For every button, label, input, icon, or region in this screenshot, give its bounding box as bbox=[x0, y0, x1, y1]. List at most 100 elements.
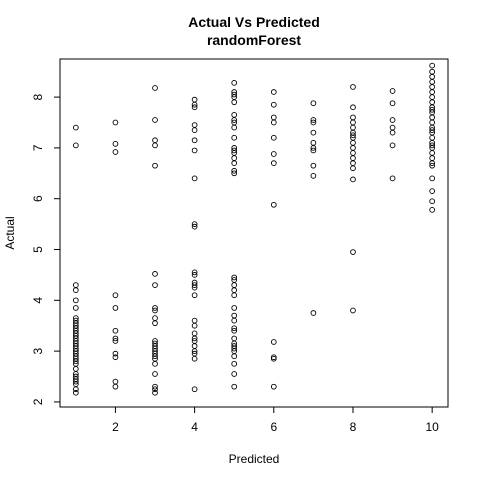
data-point bbox=[72, 297, 79, 304]
data-point bbox=[350, 155, 356, 161]
data-point bbox=[429, 198, 436, 205]
data-point bbox=[152, 305, 158, 311]
data-point bbox=[231, 112, 238, 118]
data-point bbox=[270, 151, 277, 157]
data-point bbox=[429, 150, 436, 156]
data-point bbox=[429, 160, 436, 166]
y-tick-label: 3 bbox=[31, 347, 45, 354]
data-point bbox=[72, 389, 79, 396]
data-point bbox=[191, 292, 198, 299]
data-point bbox=[112, 383, 119, 390]
data-point bbox=[152, 371, 158, 377]
data-point bbox=[112, 350, 119, 357]
data-point bbox=[191, 175, 198, 182]
x-tick-label: 2 bbox=[112, 420, 119, 434]
data-point bbox=[429, 99, 436, 106]
data-point bbox=[152, 282, 158, 288]
data-point bbox=[191, 101, 198, 108]
data-point bbox=[231, 287, 238, 294]
x-axis: 2 4 6 8 10 bbox=[112, 407, 439, 434]
data-point bbox=[429, 134, 436, 141]
data-point bbox=[112, 338, 119, 344]
plot-area-frame bbox=[59, 58, 449, 408]
data-point bbox=[270, 101, 277, 108]
data-point bbox=[112, 335, 119, 342]
data-point bbox=[231, 353, 238, 360]
data-point bbox=[429, 127, 436, 133]
y-tick-label: 5 bbox=[31, 246, 45, 253]
data-point bbox=[231, 117, 238, 123]
data-point bbox=[350, 84, 356, 90]
data-point bbox=[429, 188, 436, 194]
chart-subtitle: randomForest bbox=[207, 32, 301, 48]
data-point bbox=[429, 155, 436, 161]
data-point bbox=[429, 73, 436, 80]
data-point bbox=[152, 117, 158, 123]
data-point bbox=[72, 142, 79, 149]
y-tick-label: 2 bbox=[31, 398, 45, 405]
x-tick-label: 8 bbox=[350, 420, 357, 434]
data-point bbox=[389, 129, 396, 136]
data-point bbox=[191, 96, 198, 103]
data-point bbox=[231, 147, 238, 154]
data-point bbox=[152, 271, 158, 277]
data-point bbox=[191, 137, 198, 144]
data-point bbox=[350, 132, 356, 139]
x-axis-label: Predicted bbox=[229, 452, 280, 466]
data-point bbox=[152, 389, 158, 396]
data-point bbox=[231, 371, 238, 377]
data-point bbox=[429, 106, 436, 113]
data-point bbox=[72, 366, 79, 372]
data-point bbox=[152, 353, 158, 360]
data-point bbox=[191, 127, 198, 133]
data-point bbox=[152, 142, 158, 149]
data-point bbox=[389, 124, 396, 131]
data-point bbox=[231, 91, 238, 98]
data-point bbox=[231, 327, 238, 334]
data-point bbox=[310, 147, 317, 154]
data-point bbox=[429, 162, 436, 169]
data-point bbox=[270, 160, 277, 166]
data-point bbox=[191, 348, 198, 354]
data-point bbox=[429, 62, 436, 69]
data-points bbox=[72, 62, 436, 396]
data-point bbox=[152, 383, 158, 390]
data-point bbox=[191, 223, 198, 230]
data-point bbox=[231, 345, 238, 352]
y-axis-label: Actual bbox=[3, 216, 17, 249]
data-point bbox=[231, 335, 238, 342]
data-point bbox=[231, 325, 238, 332]
data-point bbox=[350, 139, 356, 146]
data-point bbox=[191, 386, 198, 393]
data-point bbox=[429, 89, 436, 95]
data-point bbox=[389, 100, 396, 107]
data-point bbox=[72, 282, 79, 288]
data-point bbox=[270, 339, 277, 345]
data-point bbox=[270, 89, 277, 95]
data-point bbox=[350, 176, 356, 183]
data-point bbox=[72, 287, 79, 294]
data-point bbox=[191, 317, 198, 324]
data-point bbox=[112, 378, 119, 385]
data-point bbox=[310, 172, 317, 179]
data-point bbox=[389, 117, 396, 123]
data-point bbox=[310, 139, 317, 146]
data-point bbox=[310, 145, 317, 151]
data-point bbox=[350, 150, 356, 156]
data-point bbox=[350, 249, 356, 255]
data-point bbox=[72, 305, 79, 311]
data-point bbox=[152, 386, 158, 393]
data-point bbox=[112, 305, 119, 311]
data-point bbox=[350, 307, 356, 314]
data-point bbox=[72, 358, 79, 365]
data-point bbox=[270, 383, 277, 390]
data-point bbox=[429, 142, 436, 149]
data-point bbox=[231, 99, 238, 106]
data-point bbox=[152, 320, 158, 327]
data-point bbox=[310, 310, 317, 316]
data-point bbox=[112, 149, 119, 155]
data-point bbox=[112, 327, 119, 334]
y-tick-label: 4 bbox=[31, 297, 45, 304]
data-point bbox=[310, 129, 317, 136]
